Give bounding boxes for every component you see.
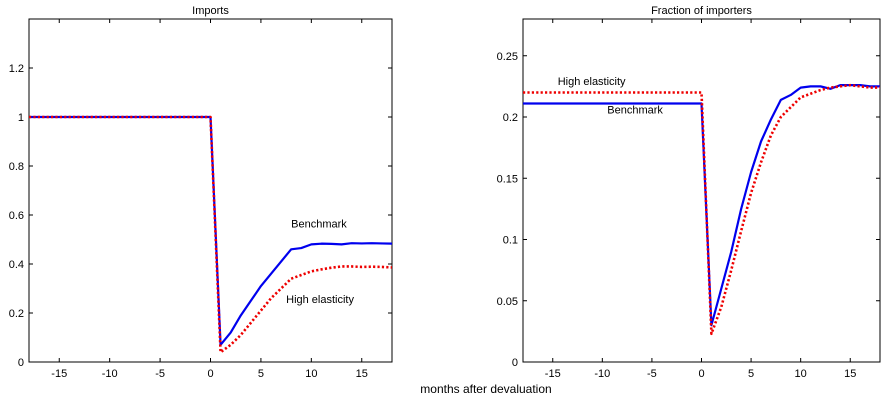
series-line-high-elasticity: [523, 83, 880, 336]
x-tick-label: 0: [698, 368, 704, 380]
x-tick-label: 10: [305, 368, 317, 380]
annotation-high-elasticity: High elasticity: [286, 294, 354, 306]
y-tick-label: 0: [18, 357, 24, 369]
y-tick-label: 1: [18, 112, 24, 124]
x-tick-label: -10: [102, 368, 118, 380]
y-tick-label: 0.05: [497, 296, 518, 308]
fraction-of-importers-panel: Fraction of importers -15 -10 -5 0 5 10 15 0 0.05…: [497, 5, 881, 380]
y-tick-label: 0: [512, 357, 518, 369]
y-tick-label: 0.2: [9, 308, 24, 320]
fraction-of-importers-title: Fraction of importers: [651, 5, 752, 17]
y-tick-label: 0.1: [503, 235, 518, 247]
x-tick-label: 0: [207, 368, 213, 380]
x-tick-label: -10: [594, 368, 610, 380]
x-tick-label: 5: [258, 368, 264, 380]
x-tick-label: 10: [795, 368, 807, 380]
series-line-benchmark: [523, 84, 880, 327]
imports-title: Imports: [192, 5, 229, 17]
y-tick-label: 0.25: [497, 51, 518, 63]
shared-x-axis-label: months after devaluation: [420, 382, 551, 396]
y-tick-label: 0.2: [503, 112, 518, 124]
x-tick-label: -15: [51, 368, 67, 380]
annotation-high-elasticity: High elasticity: [558, 76, 626, 88]
series-line-benchmark: [29, 115, 392, 346]
x-tick-label: -5: [155, 368, 165, 380]
y-tick-label: 0.4: [9, 259, 24, 271]
y-tick-label: 0.6: [9, 210, 24, 222]
x-tick-label: 15: [356, 368, 368, 380]
y-tick-label: 0.15: [497, 173, 518, 185]
y-tick-label: 1.2: [9, 63, 24, 75]
series-line-high-elasticity: [29, 115, 392, 354]
annotation-benchmark: Benchmark: [607, 104, 663, 116]
x-tick-label: 15: [844, 368, 856, 380]
imports-panel: Imports -15 -10 -5 0 5 10 15 0 0.2 0.4 0.6 0.8 1 1.2 Be…: [9, 5, 393, 380]
y-tick-label: 0.8: [9, 161, 24, 173]
fraction-of-importers-plot-area: [522, 18, 881, 363]
x-tick-label: -5: [647, 368, 657, 380]
imports-plot-area: [28, 18, 393, 363]
annotation-benchmark: Benchmark: [291, 218, 347, 230]
x-tick-label: -15: [545, 368, 561, 380]
x-tick-label: 5: [748, 368, 754, 380]
